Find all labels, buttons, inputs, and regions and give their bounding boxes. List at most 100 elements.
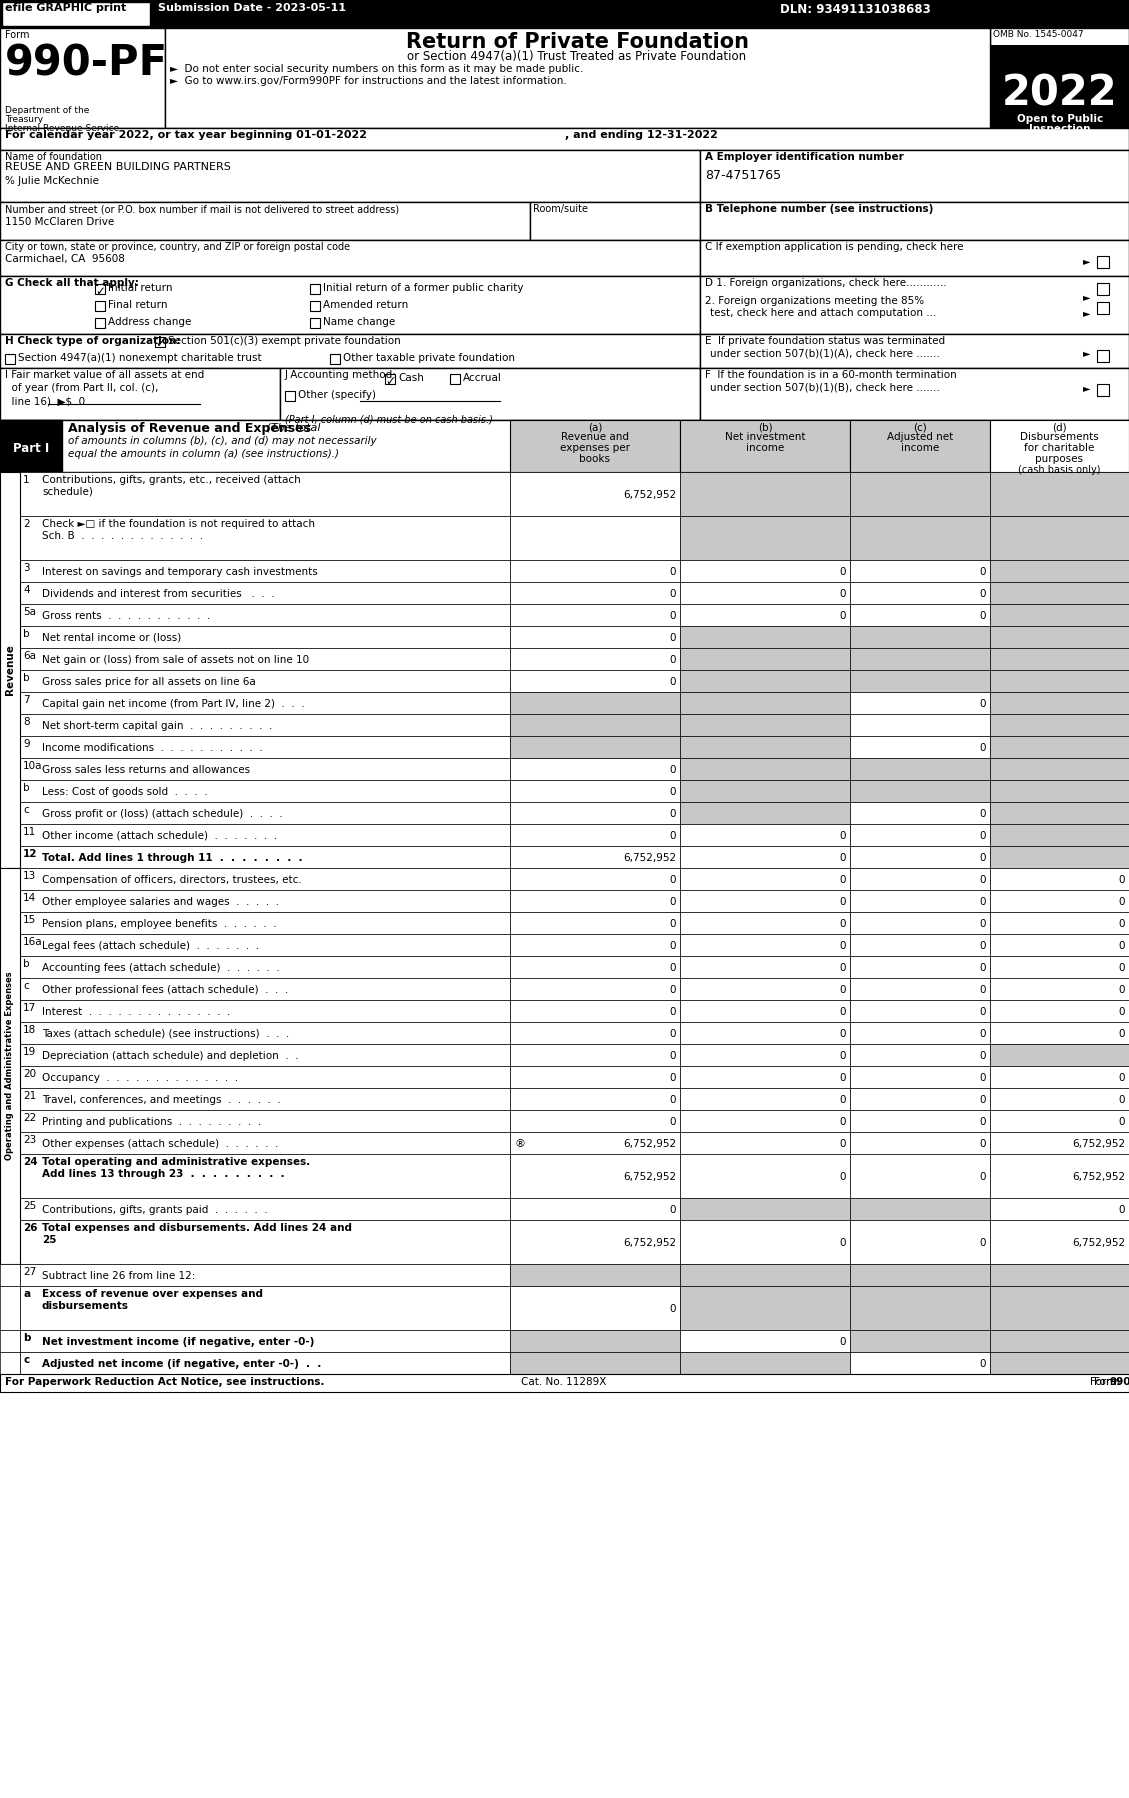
Bar (850, 1352, 990, 1374)
Bar (990, 1066, 1129, 1088)
Bar (850, 802, 990, 823)
Bar (700, 201, 1129, 239)
Text: Add lines 13 through 23  .  .  .  .  .  .  .  .  .: Add lines 13 through 23 . . . . . . . . … (42, 1169, 285, 1179)
Bar (510, 516, 680, 559)
Text: Pension plans, employee benefits  .  .  .  .  .  .: Pension plans, employee benefits . . . .… (42, 919, 277, 930)
Bar (20, 714, 510, 735)
Bar (0, 239, 700, 277)
Bar (850, 516, 990, 559)
Text: books: books (579, 455, 611, 464)
Text: b: b (23, 672, 29, 683)
Bar (680, 847, 850, 868)
Bar (850, 1088, 990, 1109)
Text: Return of Private Foundation: Return of Private Foundation (405, 32, 749, 52)
Bar (0, 421, 1129, 473)
Bar (310, 318, 320, 327)
Bar (20, 868, 510, 890)
Bar (850, 868, 990, 890)
Bar (510, 421, 680, 473)
Text: ►  Do not enter social security numbers on this form as it may be made public.: ► Do not enter social security numbers o… (170, 65, 584, 74)
Text: 0: 0 (840, 1007, 846, 1018)
Bar (510, 912, 680, 933)
Text: 0: 0 (980, 1052, 986, 1061)
Text: 0: 0 (980, 809, 986, 820)
Text: Internal Revenue Service: Internal Revenue Service (5, 124, 120, 133)
Text: Final return: Final return (108, 300, 167, 309)
Bar (990, 1045, 1129, 1066)
Text: Analysis of Revenue and Expenses: Analysis of Revenue and Expenses (68, 423, 310, 435)
Bar (510, 714, 680, 735)
Bar (990, 912, 1129, 933)
Bar (510, 1197, 680, 1221)
Text: 0: 0 (840, 1073, 846, 1082)
Text: 17: 17 (23, 1003, 36, 1012)
Bar (385, 374, 395, 385)
Bar (990, 1221, 1129, 1264)
Text: b: b (23, 782, 29, 793)
Text: 6,752,952: 6,752,952 (623, 1138, 676, 1149)
Text: Gross profit or (loss) (attach schedule)  .  .  .  .: Gross profit or (loss) (attach schedule)… (42, 809, 282, 820)
Bar (680, 1066, 850, 1088)
Text: Adjusted net income (if negative, enter -0-)  .  .: Adjusted net income (if negative, enter … (42, 1359, 322, 1368)
Text: or Section 4947(a)(1) Trust Treated as Private Foundation: or Section 4947(a)(1) Trust Treated as P… (408, 50, 746, 63)
Bar (20, 604, 510, 626)
Bar (20, 1264, 510, 1286)
Bar (510, 1109, 680, 1133)
Bar (310, 300, 320, 311)
Bar (850, 1331, 990, 1352)
Text: 20: 20 (23, 1070, 36, 1079)
Bar (680, 1088, 850, 1109)
Text: 0: 0 (669, 809, 676, 820)
Bar (510, 692, 680, 714)
Bar (0, 1286, 20, 1331)
Text: Open to Public: Open to Public (1017, 113, 1103, 124)
Text: 0: 0 (1119, 940, 1124, 951)
Bar (1097, 351, 1109, 361)
Text: Excess of revenue over expenses and: Excess of revenue over expenses and (42, 1289, 263, 1298)
Text: 0: 0 (840, 940, 846, 951)
Bar (680, 978, 850, 1000)
Bar (510, 473, 680, 516)
Bar (2, 2, 150, 25)
Text: ✓: ✓ (96, 284, 105, 297)
Text: 0: 0 (980, 611, 986, 620)
Text: DLN: 93491131038683: DLN: 93491131038683 (780, 4, 930, 16)
Bar (680, 604, 850, 626)
Bar (680, 692, 850, 714)
Bar (990, 780, 1129, 802)
Text: Section 501(c)(3) exempt private foundation: Section 501(c)(3) exempt private foundat… (168, 336, 401, 345)
Text: Total. Add lines 1 through 11  .  .  .  .  .  .  .  .: Total. Add lines 1 through 11 . . . . . … (42, 852, 303, 863)
Text: 22: 22 (23, 1113, 36, 1124)
Bar (0, 1264, 20, 1286)
Text: 6,752,952: 6,752,952 (623, 1239, 676, 1248)
Bar (20, 647, 510, 671)
Text: ►: ► (1083, 255, 1091, 266)
Bar (680, 957, 850, 978)
Text: 0: 0 (980, 940, 986, 951)
Text: 0: 0 (1119, 919, 1124, 930)
Text: 0: 0 (669, 633, 676, 644)
Bar (850, 473, 990, 516)
Bar (20, 933, 510, 957)
Text: 0: 0 (980, 1073, 986, 1082)
Bar (990, 1088, 1129, 1109)
Text: Occupancy  .  .  .  .  .  .  .  .  .  .  .  .  .  .: Occupancy . . . . . . . . . . . . . . (42, 1073, 238, 1082)
Bar (0, 201, 530, 239)
Text: 0: 0 (980, 852, 986, 863)
Bar (0, 277, 700, 334)
Text: Accrual: Accrual (463, 372, 502, 383)
Text: 0: 0 (980, 919, 986, 930)
Text: 5a: 5a (23, 608, 36, 617)
Text: 0: 0 (980, 1095, 986, 1106)
Text: 0: 0 (980, 985, 986, 994)
Bar (990, 647, 1129, 671)
Bar (850, 559, 990, 583)
Text: Cat. No. 11289X: Cat. No. 11289X (522, 1377, 606, 1386)
Bar (850, 957, 990, 978)
Bar (20, 1286, 510, 1331)
Text: 0: 0 (840, 1095, 846, 1106)
Bar (850, 1197, 990, 1221)
Text: 23: 23 (23, 1135, 36, 1145)
Bar (510, 1088, 680, 1109)
Text: 0: 0 (980, 831, 986, 841)
